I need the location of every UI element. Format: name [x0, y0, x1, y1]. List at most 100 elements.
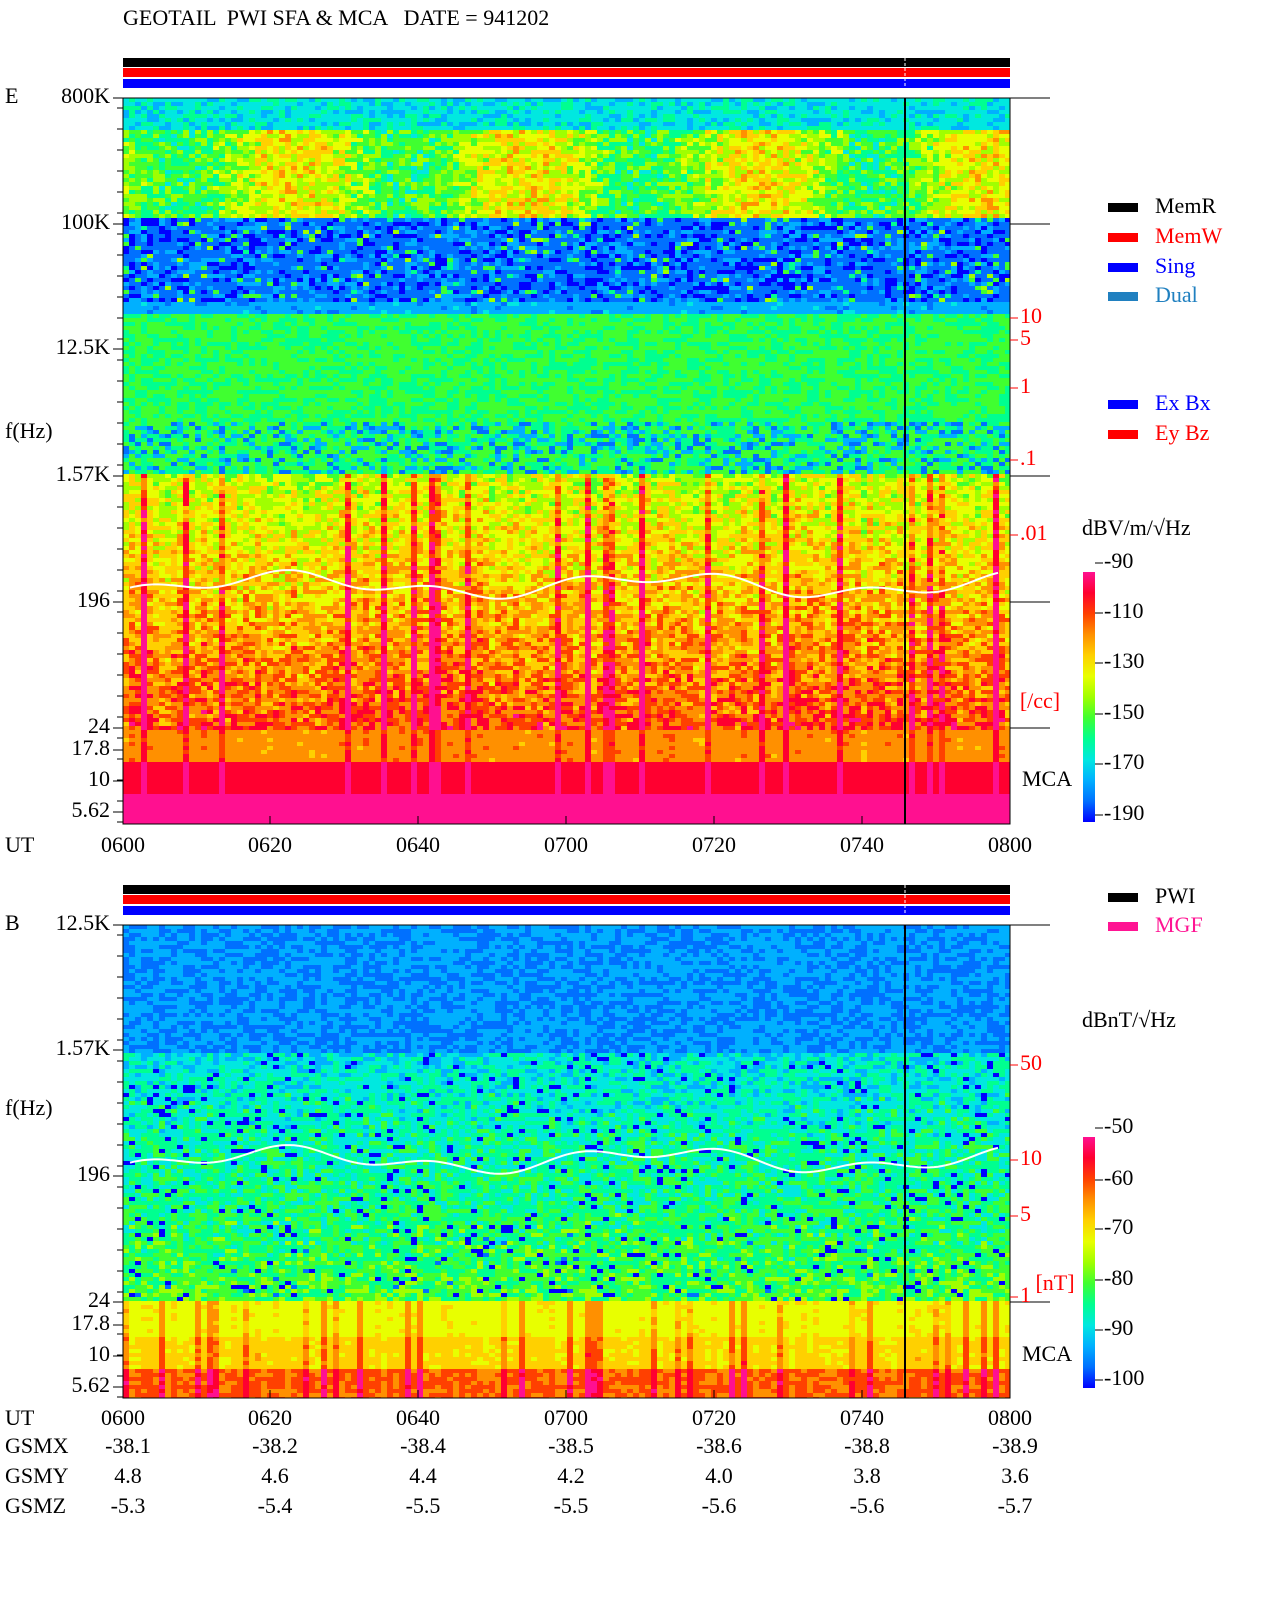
orbit-value: 3.8: [853, 1463, 881, 1488]
freq-tick-label: 5.62: [72, 797, 111, 822]
spectrogram-texture: [123, 925, 1010, 1141]
colorbar-tick-label: -150: [1104, 699, 1144, 724]
freq-tick-label: 24: [88, 713, 110, 738]
time-tick-label: 0640: [396, 832, 440, 857]
freq-tick-label: 5.62: [72, 1372, 111, 1397]
density-tick-label: 1: [1020, 1282, 1031, 1307]
spectrogram-texture: [123, 925, 1010, 1297]
orbit-value: -38.6: [696, 1433, 742, 1458]
colorbar-tick-label: -50: [1104, 1113, 1133, 1138]
legend-swatch: [1108, 893, 1138, 902]
status-bar: [123, 79, 1010, 88]
time-tick-label: 0600: [101, 832, 145, 857]
plasma-line: [129, 1144, 999, 1175]
time-tick-label: 0720: [692, 832, 736, 857]
density-tick-label: 10: [1020, 303, 1042, 328]
freq-tick-label: 100K: [61, 209, 110, 234]
orbit-value: 3.6: [1001, 1463, 1029, 1488]
orbit-value: -5.5: [554, 1493, 589, 1518]
y-axis-label: f(Hz): [5, 1095, 53, 1120]
colorbar: [1083, 572, 1095, 822]
panel-label: E: [5, 83, 18, 108]
density-unit: [nT]: [1035, 1270, 1074, 1295]
spectrogram-texture: [123, 1053, 1010, 1301]
legend-label: MGF: [1155, 912, 1203, 937]
freq-tick-label: 12.5K: [56, 334, 111, 359]
freq-tick-label: 1.57K: [56, 461, 111, 486]
orbit-value: -5.4: [258, 1493, 293, 1518]
spectrogram-texture: [123, 130, 1010, 534]
spectrogram-texture: [123, 1353, 999, 1398]
legend-swatch: [1108, 263, 1138, 272]
legend-swatch: [1108, 430, 1138, 439]
time-tick-label: 0800: [988, 1405, 1032, 1430]
orbit-label: GSMY: [5, 1463, 69, 1488]
time-axis-label: UT: [5, 1405, 35, 1430]
spectrogram-texture: [123, 474, 1010, 794]
colorbar-unit: dBV/m/√Hz: [1082, 515, 1191, 540]
spectrogram-texture: [123, 130, 1010, 762]
spectrogram-texture: [123, 1301, 1005, 1398]
orbit-value: -5.3: [111, 1493, 146, 1518]
orbit-value: 4.6: [261, 1463, 289, 1488]
orbit-value: -38.8: [844, 1433, 890, 1458]
spectrogram-texture: [123, 1093, 1010, 1301]
orbit-value: 4.2: [557, 1463, 585, 1488]
time-tick-label: 0620: [248, 832, 292, 857]
freq-tick-label: 17.8: [72, 735, 111, 760]
density-tick-label: 5: [1020, 1201, 1031, 1226]
orbit-value: 4.4: [409, 1463, 437, 1488]
colorbar-tick-label: -70: [1104, 1214, 1133, 1239]
density-tick-label: 10: [1020, 1145, 1042, 1170]
legend-swatch: [1108, 400, 1138, 409]
orbit-value: 4.8: [114, 1463, 142, 1488]
density-tick-label: 1: [1020, 373, 1031, 398]
freq-tick-label: 1.57K: [56, 1035, 111, 1060]
status-bar: [123, 906, 1010, 915]
freq-tick-label: 24: [88, 1287, 110, 1312]
time-tick-label: 0700: [544, 1405, 588, 1430]
panel-label: B: [5, 910, 20, 935]
y-axis-label: f(Hz): [5, 418, 53, 443]
colorbar-tick-label: -80: [1104, 1265, 1133, 1290]
colorbar-tick-label: -90: [1104, 548, 1133, 573]
legend-swatch: [1108, 922, 1138, 931]
plasma-line: [129, 569, 999, 600]
freq-tick-label: 10: [88, 1341, 110, 1366]
time-tick-label: 0620: [248, 1405, 292, 1430]
freq-tick-label: 17.8: [72, 1310, 111, 1335]
density-tick-label: .1: [1020, 445, 1037, 470]
time-tick-label: 0640: [396, 1405, 440, 1430]
spectrogram-texture: [123, 98, 1010, 474]
time-tick-label: 0740: [840, 1405, 884, 1430]
status-bar: [123, 58, 1010, 67]
legend-label: Dual: [1155, 282, 1198, 307]
spectrogram-texture: [123, 218, 1010, 302]
spectrogram-texture: [123, 1337, 1010, 1398]
freq-tick-label: 196: [77, 1161, 110, 1186]
spectrogram-texture: [123, 130, 1010, 762]
density-tick-label: 5: [1020, 325, 1031, 350]
time-tick-label: 0800: [988, 832, 1032, 857]
colorbar-tick-label: -190: [1104, 800, 1144, 825]
density-unit: [/cc]: [1020, 688, 1060, 713]
legend-label: Ex Bx: [1155, 390, 1211, 415]
spectrogram-texture: [129, 1301, 1010, 1369]
orbit-value: -38.4: [400, 1433, 446, 1458]
colorbar-tick-label: -60: [1104, 1165, 1133, 1190]
spectrogram-texture: [123, 1301, 1010, 1369]
spectrogram-texture: [123, 98, 1010, 314]
time-tick-label: 0720: [692, 1405, 736, 1430]
orbit-value: -38.2: [252, 1433, 298, 1458]
status-bar: [123, 68, 1010, 77]
title: GEOTAIL PWI SFA & MCA DATE = 941202: [123, 5, 549, 30]
orbit-label: GSMZ: [5, 1493, 66, 1518]
spectrogram-texture: [123, 130, 1010, 686]
legend-swatch: [1108, 233, 1138, 242]
spectrogram-texture: [123, 474, 1010, 762]
orbit-label: GSMX: [5, 1433, 69, 1458]
status-bar: [123, 885, 1010, 894]
freq-tick-label: 196: [77, 587, 110, 612]
orbit-value: -38.5: [548, 1433, 594, 1458]
